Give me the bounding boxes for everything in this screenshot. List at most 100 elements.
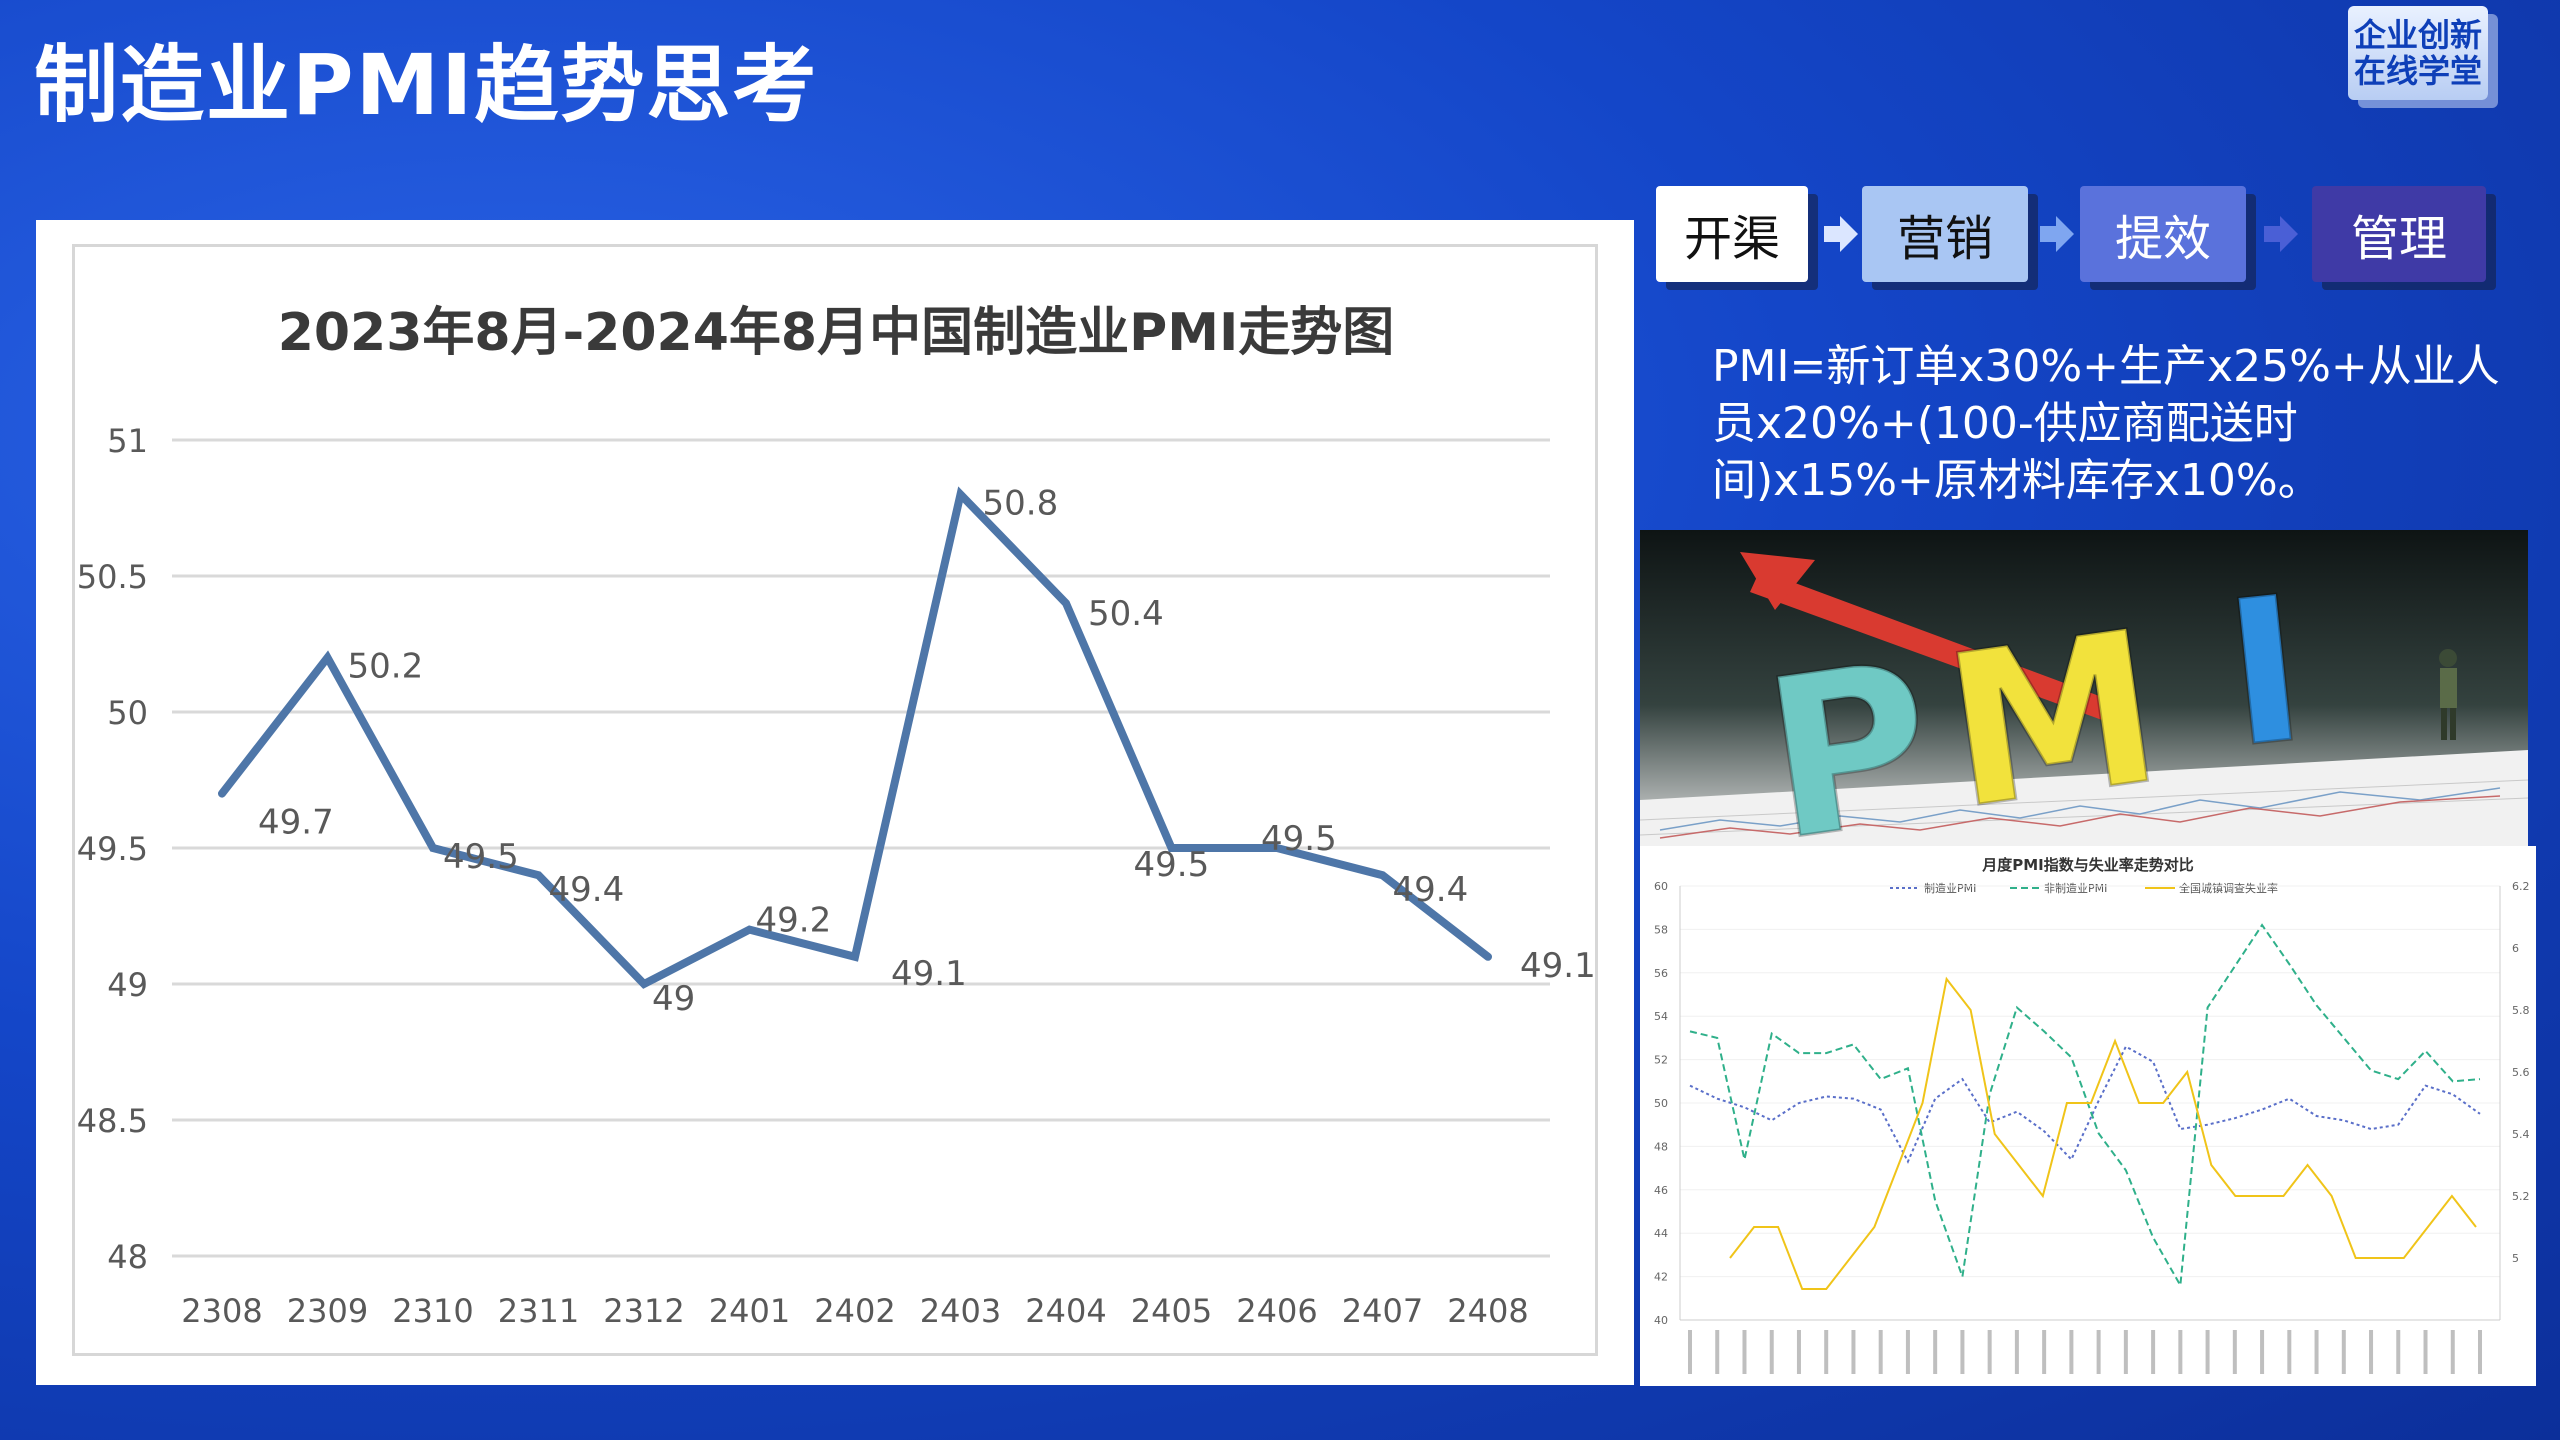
data-label: 49.4 <box>549 870 625 910</box>
flow-step-guanli: 管理 <box>2312 186 2486 282</box>
left-y-tick: 56 <box>1654 967 1668 980</box>
left-y-tick: 46 <box>1654 1184 1668 1197</box>
data-label: 49.2 <box>756 901 832 941</box>
x-tick-mark <box>1851 1330 1856 1374</box>
x-tick-mark <box>2069 1330 2074 1374</box>
photo-letter-m: M <box>1933 585 2174 848</box>
right-y-tick: 5.2 <box>2512 1190 2530 1203</box>
x-tick-mark <box>1987 1330 1992 1374</box>
data-point <box>1379 872 1386 879</box>
figurine-icon <box>2439 649 2457 740</box>
data-point <box>746 926 753 933</box>
x-tick-mark <box>2314 1330 2319 1374</box>
y-tick-label: 48.5 <box>77 1102 148 1140</box>
data-point <box>430 845 436 851</box>
x-tick-mark <box>1824 1330 1829 1374</box>
data-point <box>535 872 542 879</box>
x-tick-mark <box>2341 1330 2346 1374</box>
brand-logo: 企业创新 在线学堂 <box>2348 6 2488 100</box>
x-tick-mark <box>2123 1330 2128 1374</box>
x-tick-label: 2312 <box>603 1292 684 1330</box>
x-tick-mark <box>1742 1330 1747 1374</box>
pmi-illustration: P M I <box>1640 530 2528 848</box>
flow-arrow-icon <box>2040 216 2074 252</box>
series-line <box>1689 1045 2481 1164</box>
data-point <box>852 953 858 960</box>
legend-label: 制造业PMI <box>1924 881 1976 895</box>
y-tick-label: 48 <box>107 1238 148 1276</box>
data-point <box>324 654 331 661</box>
x-tick-mark <box>2478 1330 2482 1374</box>
sub-chart-title: 月度PMI指数与失业率走势对比 <box>1981 856 2194 874</box>
x-tick-mark <box>1933 1330 1938 1374</box>
left-y-tick: 54 <box>1654 1010 1668 1023</box>
right-y-tick: 5.8 <box>2512 1004 2530 1017</box>
flow-arrow-icon <box>2264 216 2298 252</box>
x-tick-label: 2405 <box>1131 1292 1212 1330</box>
series-line <box>1689 923 2481 1289</box>
x-tick-mark <box>2287 1330 2292 1374</box>
y-tick-label: 50 <box>107 694 148 732</box>
data-point <box>1168 845 1175 851</box>
chart-title: 2023年8月-2024年8月中国制造业PMI走势图 <box>278 303 1395 363</box>
x-tick-mark <box>2423 1330 2428 1374</box>
data-label: 49.7 <box>258 803 334 843</box>
x-tick-label: 2310 <box>392 1292 473 1330</box>
data-label: 49.1 <box>891 954 967 994</box>
y-tick-label: 50.5 <box>77 558 148 596</box>
left-y-tick: 60 <box>1654 880 1668 893</box>
x-tick-label: 2408 <box>1447 1292 1528 1330</box>
x-tick-mark <box>1715 1330 1720 1374</box>
flow-step-yingxiao: 营销 <box>1862 186 2028 282</box>
x-tick-label: 2404 <box>1025 1292 1106 1330</box>
left-y-tick: 50 <box>1654 1097 1668 1110</box>
x-tick-mark <box>2014 1330 2019 1374</box>
data-label: 50.4 <box>1088 594 1164 634</box>
x-tick-label: 2406 <box>1236 1292 1317 1330</box>
x-tick-mark <box>2096 1330 2101 1374</box>
flow-step-tixiao: 提效 <box>2080 186 2246 282</box>
data-point <box>219 790 225 797</box>
left-y-tick: 42 <box>1654 1271 1668 1284</box>
flow-arrow-icon <box>1824 216 1858 252</box>
left-y-tick: 44 <box>1654 1227 1668 1240</box>
x-tick-label: 2403 <box>920 1292 1001 1330</box>
pmi-unemployment-panel: 月度PMI指数与失业率走势对比 制造业PMI 非制造业PMI 全国城镇调查失业率 40 4… <box>1640 846 2536 1386</box>
slide-title: 制造业PMI趋势思考 <box>34 36 819 134</box>
y-tick-label: 51 <box>107 422 148 460</box>
right-y-tick: 6 <box>2512 942 2519 955</box>
x-tick-label: 2308 <box>181 1292 262 1330</box>
pmi-series-line <box>218 486 1492 989</box>
data-point <box>1274 845 1280 851</box>
x-tick-label: 2402 <box>814 1292 895 1330</box>
x-tick-mark <box>1905 1330 1910 1374</box>
x-tick-mark <box>1769 1330 1774 1374</box>
data-label: 49.5 <box>1261 819 1337 859</box>
data-label: 50.2 <box>348 647 424 687</box>
x-tick-mark <box>2369 1330 2374 1374</box>
y-tick-label: 49 <box>107 966 148 1004</box>
x-tick-label: 2309 <box>287 1292 368 1330</box>
data-label: 49.1 <box>1520 946 1596 986</box>
right-y-tick: 5 <box>2512 1252 2519 1265</box>
y-tick-label: 49.5 <box>77 830 148 868</box>
x-tick-label: 2407 <box>1342 1292 1423 1330</box>
data-label: 50.8 <box>983 483 1059 523</box>
pmi-formula: PMI=新订单x30%+生产x25%+从业人员x20%+(100-供应商配送时间… <box>1712 341 2500 506</box>
flow-step-kaiqu: 开渠 <box>1656 186 1808 282</box>
data-point <box>1063 600 1069 607</box>
data-label: 49.5 <box>1134 845 1210 885</box>
photo-letter-p: P <box>1752 614 1947 848</box>
left-y-tick: 48 <box>1654 1140 1668 1153</box>
series-line <box>1729 976 2477 1290</box>
logo-line-2: 在线学堂 <box>2353 52 2482 90</box>
x-tick-mark <box>2260 1330 2265 1374</box>
legend-label: 全国城镇调查失业率 <box>2179 881 2278 895</box>
x-tick-mark <box>2042 1330 2047 1374</box>
x-tick-mark <box>2178 1330 2183 1374</box>
data-point <box>641 981 647 987</box>
pmi-illustration-art: P M I <box>1640 530 2528 848</box>
data-point <box>957 491 964 498</box>
x-tick-mark <box>2396 1330 2401 1374</box>
